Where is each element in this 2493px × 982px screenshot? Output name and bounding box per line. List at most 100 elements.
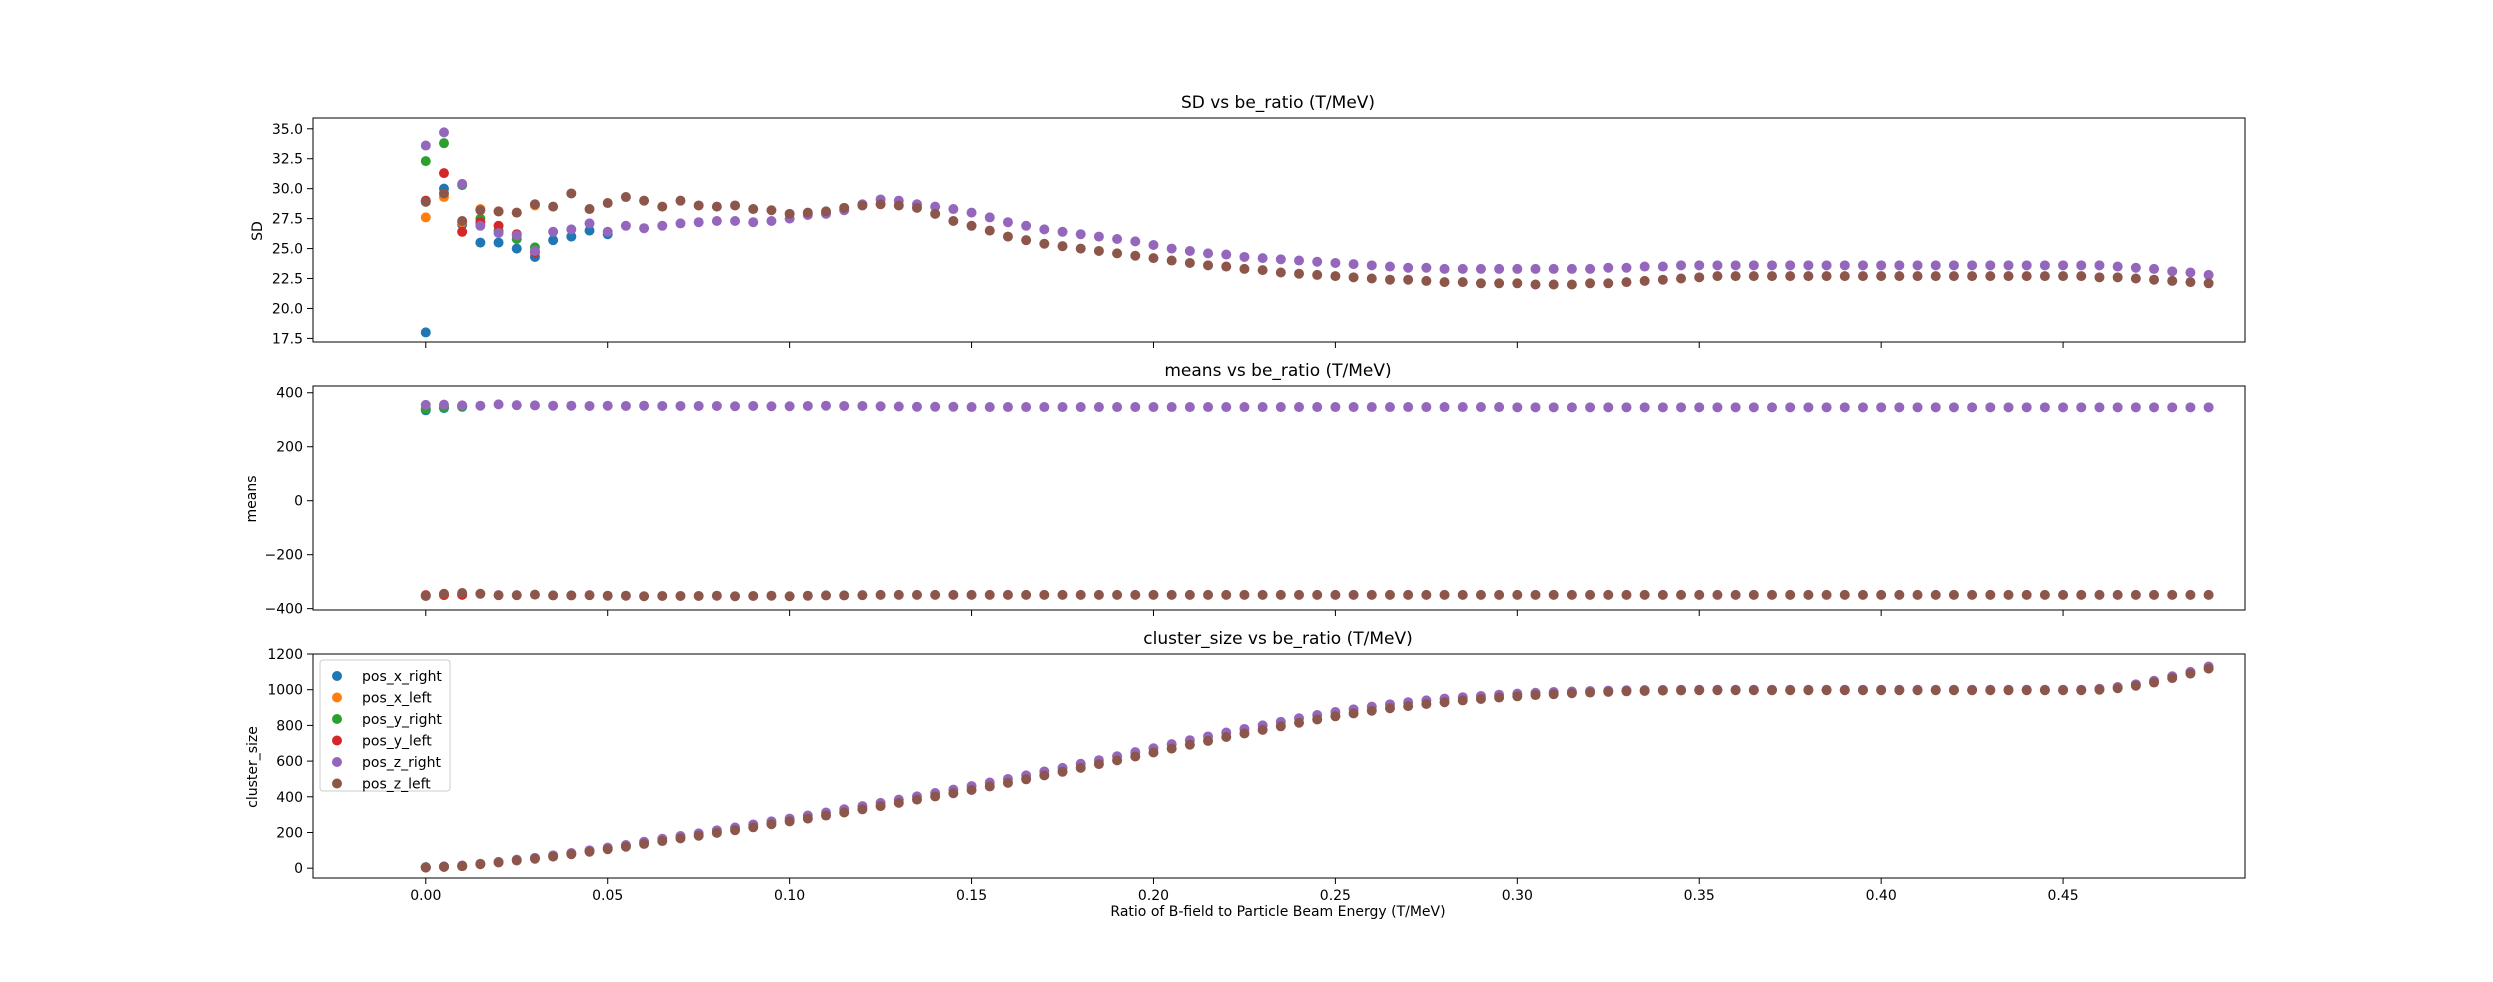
data-point — [1548, 279, 1559, 290]
data-point — [1512, 691, 1523, 702]
data-point — [1585, 278, 1596, 289]
data-point — [2076, 260, 2087, 271]
data-point — [1021, 589, 1032, 600]
data-point — [966, 589, 977, 600]
data-point — [1439, 697, 1450, 708]
data-point — [1821, 260, 1832, 271]
data-point — [1857, 271, 1868, 282]
cluster-size-y-tick-label: 0 — [294, 861, 303, 877]
data-point — [2076, 589, 2087, 600]
data-point — [2003, 271, 2014, 282]
data-point — [1512, 589, 1523, 600]
data-point — [1912, 589, 1923, 600]
data-point — [475, 220, 486, 231]
data-point — [1912, 685, 1923, 696]
data-point — [1548, 402, 1559, 413]
data-point — [1166, 743, 1177, 754]
data-point — [2058, 589, 2069, 600]
data-point — [1566, 279, 1577, 290]
data-point — [639, 400, 650, 411]
data-point — [1348, 589, 1359, 600]
data-point — [1148, 239, 1159, 250]
data-point — [1676, 260, 1687, 271]
legend-label: pos_y_right — [362, 712, 442, 728]
data-point — [1839, 685, 1850, 696]
data-point — [493, 237, 504, 248]
data-point — [748, 590, 759, 601]
data-point — [1803, 685, 1814, 696]
data-point — [875, 199, 886, 210]
data-point — [1603, 278, 1614, 289]
data-point — [1348, 402, 1359, 413]
data-point — [620, 192, 631, 203]
data-point — [2058, 260, 2069, 271]
data-point — [1894, 685, 1905, 696]
data-point — [2203, 589, 2214, 600]
data-point — [711, 201, 722, 212]
means-y-tick-label: −200 — [265, 548, 303, 564]
data-point — [1566, 688, 1577, 699]
legend-marker — [332, 778, 342, 789]
data-point — [766, 401, 777, 412]
data-point — [1039, 224, 1050, 235]
data-point — [420, 196, 431, 207]
data-point — [548, 201, 559, 212]
data-point — [675, 400, 686, 411]
data-point — [1712, 260, 1723, 271]
data-point — [966, 785, 977, 796]
data-point — [821, 590, 832, 601]
data-point — [1093, 231, 1104, 242]
data-point — [1839, 589, 1850, 600]
data-point — [529, 199, 540, 210]
data-point — [1494, 692, 1505, 703]
data-point — [657, 201, 668, 212]
data-point — [1239, 402, 1250, 413]
data-point — [566, 590, 577, 601]
data-point — [2021, 589, 2032, 600]
data-point — [766, 205, 777, 216]
data-point — [620, 590, 631, 601]
data-point — [1512, 278, 1523, 289]
data-point — [1021, 402, 1032, 413]
data-point — [2058, 271, 2069, 282]
data-point — [1657, 685, 1668, 696]
data-point — [802, 207, 813, 218]
data-point — [1112, 589, 1123, 600]
data-point — [1112, 233, 1123, 244]
data-point — [1876, 685, 1887, 696]
data-point — [1694, 272, 1705, 283]
data-point — [1257, 265, 1268, 276]
data-point — [511, 400, 522, 411]
legend-marker — [332, 757, 342, 767]
data-point — [1075, 589, 1086, 600]
data-point — [529, 853, 540, 864]
data-point — [584, 846, 595, 857]
legend-marker — [332, 671, 342, 681]
cluster-size-series-pos-z-left — [420, 663, 2214, 873]
data-point — [457, 216, 468, 227]
data-point — [1803, 589, 1814, 600]
data-point — [1475, 693, 1486, 704]
data-point — [1239, 251, 1250, 262]
data-point — [1839, 260, 1850, 271]
data-point — [420, 156, 431, 167]
legend-label: pos_x_left — [362, 691, 432, 707]
sd-panel-marks — [420, 127, 2214, 338]
data-point — [602, 226, 613, 237]
data-point — [657, 400, 668, 411]
data-point — [802, 400, 813, 411]
data-point — [948, 216, 959, 227]
data-point — [2094, 684, 2105, 695]
data-point — [2149, 274, 2160, 285]
data-point — [438, 188, 449, 199]
data-point — [2185, 277, 2196, 288]
data-point — [1930, 402, 1941, 413]
means-y-tick-label: 400 — [276, 386, 303, 402]
data-point — [1093, 759, 1104, 770]
data-point — [1475, 263, 1486, 274]
data-point — [1912, 260, 1923, 271]
data-point — [1075, 243, 1086, 254]
data-point — [2185, 267, 2196, 278]
data-point — [1384, 589, 1395, 600]
data-point — [1130, 402, 1141, 413]
